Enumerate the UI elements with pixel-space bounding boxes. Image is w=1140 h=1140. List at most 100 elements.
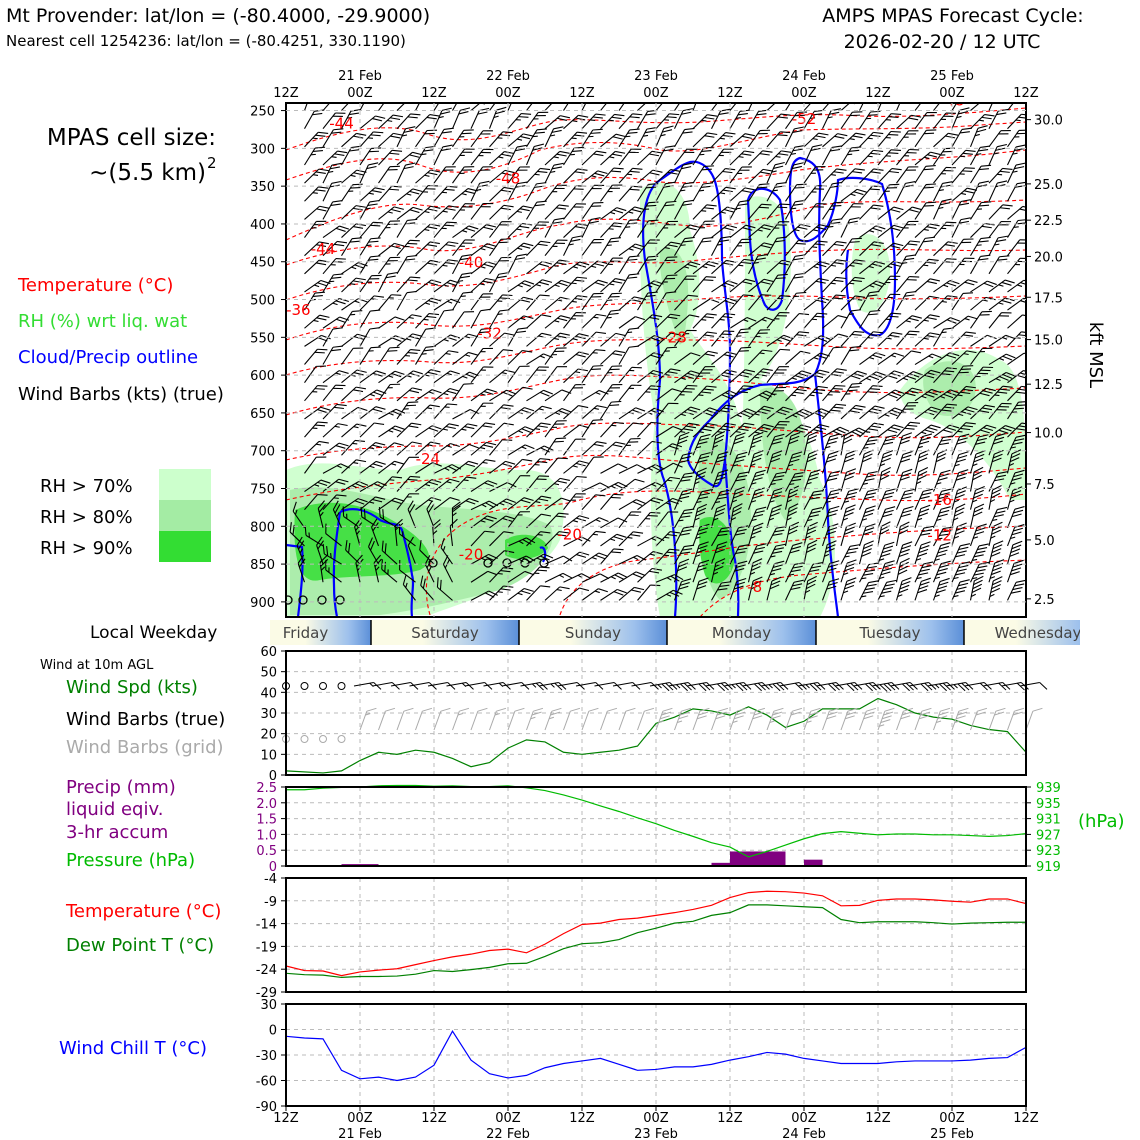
wind-barb — [526, 167, 551, 184]
wind-barb — [969, 466, 984, 492]
wind-barb — [452, 291, 473, 311]
wind-barb — [442, 555, 453, 583]
wind-barb — [341, 132, 367, 148]
wind-barb — [969, 523, 987, 547]
wind-barb — [563, 384, 586, 402]
wind-barb — [452, 351, 479, 365]
wind-barb — [933, 280, 960, 293]
wind-barb — [858, 523, 876, 547]
wind-barb — [655, 548, 680, 565]
wind-barb — [692, 422, 718, 438]
temperature-contour-label: -32 — [477, 325, 502, 343]
wind-barb — [988, 221, 1012, 238]
wind-barb — [563, 261, 590, 275]
wind-barb — [859, 422, 884, 438]
wind-barb — [729, 544, 750, 565]
wind-barb — [877, 541, 895, 565]
wind-barb — [304, 259, 330, 275]
wind-barb — [655, 125, 674, 148]
wind-barb — [544, 162, 564, 184]
wind-barb — [821, 540, 837, 565]
wind-barb — [988, 180, 1008, 202]
wind-barb — [544, 477, 570, 492]
wind-barb-true — [945, 682, 974, 692]
wind-barb — [933, 166, 956, 184]
wind-barb — [618, 384, 642, 402]
wind-barb — [322, 150, 348, 166]
wind-barb — [914, 577, 931, 601]
wind-barb-true — [723, 682, 752, 692]
wind-barb — [933, 112, 956, 130]
wind-barb — [581, 150, 607, 166]
wind-barb — [402, 574, 416, 601]
wind-barb — [507, 242, 534, 257]
temperature-contour-label: -40 — [459, 253, 484, 271]
wind-barb — [1007, 205, 1026, 220]
wind-barb — [526, 366, 549, 384]
wind-barb — [951, 292, 974, 311]
wind-barb — [840, 488, 859, 510]
temperature-contour — [286, 149, 1026, 241]
wind-barb — [470, 388, 497, 402]
wind-barb — [581, 552, 609, 565]
wind-barb — [581, 217, 601, 238]
wind-barb — [729, 432, 746, 456]
wind-barb — [970, 236, 991, 256]
bottom-day-label: 22 Feb — [486, 1127, 530, 1140]
wind-barb — [951, 217, 971, 238]
wind-barb — [766, 161, 785, 184]
wind-barb-grid — [859, 707, 877, 731]
wind-barb — [396, 441, 422, 456]
wind-barb — [729, 238, 752, 257]
wind-barb — [637, 511, 661, 529]
wind-barb — [637, 497, 664, 511]
wind-barb — [803, 385, 828, 402]
wind-barb — [970, 424, 997, 438]
wind-barb — [970, 103, 987, 111]
wind-barb — [933, 241, 958, 257]
wind-barb — [748, 253, 768, 275]
wind-barb — [822, 259, 847, 275]
wind-barb — [655, 145, 676, 166]
wind-barb — [415, 345, 436, 365]
top-tick-label: 12Z — [569, 86, 595, 101]
wind-barb — [489, 332, 515, 347]
wind-barb — [933, 435, 953, 456]
wind-barb-grid — [711, 707, 729, 731]
weekday-strip: Friday Saturday Sunday Monday Tuesday Wednesd… — [270, 618, 1140, 648]
wind-barb — [341, 183, 363, 202]
wind-barb — [692, 503, 708, 528]
wind-barb — [507, 113, 532, 130]
wind-barb — [988, 559, 1005, 583]
wind-barb — [415, 297, 442, 311]
wind-barb — [766, 406, 793, 420]
bottom-tick-label: 12Z — [569, 1111, 595, 1126]
wind-barb — [600, 184, 623, 202]
wind-barb — [433, 403, 458, 420]
wind-barb — [489, 531, 514, 547]
wind-barb — [655, 511, 679, 529]
bottom-tick-label: 12Z — [717, 1111, 743, 1126]
wind-barb — [1007, 181, 1026, 202]
wind-barb — [988, 485, 1002, 510]
wind-barb — [655, 332, 681, 347]
bottom-tick-label: 12Z — [421, 1111, 447, 1126]
wind-barb — [359, 309, 381, 329]
wind-barb — [674, 370, 701, 384]
wind-barb — [822, 346, 844, 365]
wind-barb — [342, 506, 361, 529]
wind-barb — [821, 433, 840, 456]
wind-barb-grid — [1007, 707, 1025, 731]
wind-barb — [859, 110, 881, 130]
wind-barb — [932, 198, 952, 220]
wind-barb-true — [612, 682, 641, 690]
legend-barbs: Wind Barbs (kts) (true) — [18, 384, 224, 405]
top-day-label: 23 Feb — [634, 69, 678, 84]
wind-barb — [748, 423, 774, 438]
wind-barb — [378, 242, 405, 257]
wind-barb — [563, 295, 588, 311]
wind-barb — [896, 130, 919, 148]
wind-barb — [895, 432, 913, 456]
wind-barb — [507, 296, 534, 311]
wind-barb — [378, 165, 400, 184]
